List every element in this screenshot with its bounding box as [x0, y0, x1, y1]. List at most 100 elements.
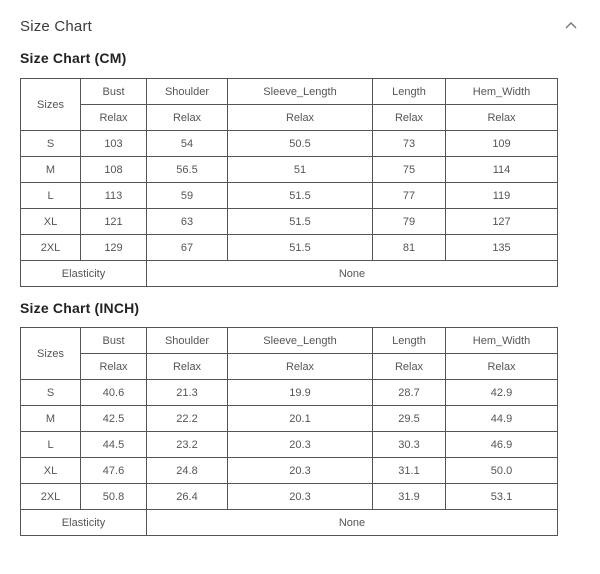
subheader-cell: Relax	[227, 353, 373, 380]
size-label-cell: XL	[20, 208, 81, 235]
size-label-cell: S	[20, 379, 81, 406]
value-cell: 121	[80, 208, 147, 235]
value-cell: 40.6	[80, 379, 147, 406]
table-subheader-row: Relax Relax Relax Relax Relax	[21, 104, 558, 131]
value-cell: 75	[372, 156, 446, 183]
size-label-cell: M	[20, 156, 81, 183]
size-label-cell: M	[20, 405, 81, 432]
value-cell: 28.7	[372, 379, 446, 406]
value-cell: 26.4	[146, 483, 228, 510]
value-cell: 20.3	[227, 483, 373, 510]
value-cell: 23.2	[146, 431, 228, 458]
size-table-cm: Sizes Bust Shoulder Sleeve_Length Length…	[20, 78, 558, 287]
value-cell: 108	[80, 156, 147, 183]
value-cell: 73	[372, 130, 446, 157]
column-header-cell: Hem_Width	[445, 78, 558, 105]
value-cell: 67	[146, 234, 228, 261]
value-cell: 42.9	[445, 379, 558, 406]
value-cell: 109	[445, 130, 558, 157]
cm-section-heading: Size Chart (CM)	[20, 50, 127, 66]
column-header-cell: Sleeve_Length	[227, 78, 373, 105]
value-cell: 119	[445, 182, 558, 209]
column-header-cell: Shoulder	[146, 78, 228, 105]
table-row: L 44.5 23.2 20.3 30.3 46.9	[20, 431, 558, 458]
column-header-cell: Shoulder	[146, 327, 228, 354]
value-cell: 114	[445, 156, 558, 183]
subheader-cell: Relax	[372, 353, 446, 380]
table-row: S 103 54 50.5 73 109	[20, 130, 558, 157]
value-cell: 77	[372, 182, 446, 209]
value-cell: 24.8	[146, 457, 228, 484]
subheader-cell: Relax	[445, 353, 558, 380]
column-header-cell: Bust	[80, 78, 147, 105]
elasticity-value-cell: None	[146, 509, 558, 536]
table-row: M 42.5 22.2 20.1 29.5 44.9	[20, 405, 558, 432]
corner-header-cell: Sizes	[20, 327, 81, 380]
table-footer-row: Elasticity None	[20, 260, 558, 287]
value-cell: 79	[372, 208, 446, 235]
table-row: M 108 56.5 51 75 114	[20, 156, 558, 183]
value-cell: 29.5	[372, 405, 446, 432]
table-row: L 113 59 51.5 77 119	[20, 182, 558, 209]
table-row: 2XL 129 67 51.5 81 135	[20, 234, 558, 261]
chevron-up-icon[interactable]	[562, 17, 580, 35]
value-cell: 20.3	[227, 431, 373, 458]
subheader-cell: Relax	[372, 104, 446, 131]
value-cell: 53.1	[445, 483, 558, 510]
table-row: XL 121 63 51.5 79 127	[20, 208, 558, 235]
value-cell: 30.3	[372, 431, 446, 458]
elasticity-label-cell: Elasticity	[20, 260, 147, 287]
value-cell: 21.3	[146, 379, 228, 406]
column-header-cell: Sleeve_Length	[227, 327, 373, 354]
elasticity-label-cell: Elasticity	[20, 509, 147, 536]
table-header-row: Sizes Bust Shoulder Sleeve_Length Length…	[20, 327, 558, 380]
inch-section-heading: Size Chart (INCH)	[20, 300, 140, 316]
value-cell: 19.9	[227, 379, 373, 406]
value-cell: 31.1	[372, 457, 446, 484]
value-cell: 20.3	[227, 457, 373, 484]
value-cell: 59	[146, 182, 228, 209]
size-label-cell: 2XL	[20, 483, 81, 510]
column-header-cell: Hem_Width	[445, 327, 558, 354]
size-label-cell: S	[20, 130, 81, 157]
size-table-inch: Sizes Bust Shoulder Sleeve_Length Length…	[20, 327, 558, 536]
value-cell: 127	[445, 208, 558, 235]
value-cell: 51	[227, 156, 373, 183]
value-cell: 103	[80, 130, 147, 157]
subheader-cell: Relax	[227, 104, 373, 131]
value-cell: 47.6	[80, 457, 147, 484]
subheader-cell: Relax	[146, 104, 228, 131]
corner-header-cell: Sizes	[20, 78, 81, 131]
value-cell: 51.5	[227, 234, 373, 261]
value-cell: 54	[146, 130, 228, 157]
value-cell: 44.5	[80, 431, 147, 458]
value-cell: 113	[80, 182, 147, 209]
value-cell: 50.5	[227, 130, 373, 157]
value-cell: 129	[80, 234, 147, 261]
elasticity-value-cell: None	[146, 260, 558, 287]
table-row: 2XL 50.8 26.4 20.3 31.9 53.1	[20, 483, 558, 510]
value-cell: 50.0	[445, 457, 558, 484]
size-label-cell: L	[20, 431, 81, 458]
value-cell: 81	[372, 234, 446, 261]
table-row: XL 47.6 24.8 20.3 31.1 50.0	[20, 457, 558, 484]
value-cell: 46.9	[445, 431, 558, 458]
size-chart-section: Size Chart Size Chart (CM) Sizes Bust Sh…	[20, 12, 580, 536]
value-cell: 44.9	[445, 405, 558, 432]
size-label-cell: L	[20, 182, 81, 209]
value-cell: 31.9	[372, 483, 446, 510]
table-footer-row: Elasticity None	[20, 509, 558, 536]
value-cell: 51.5	[227, 182, 373, 209]
value-cell: 20.1	[227, 405, 373, 432]
column-header-cell: Length	[372, 327, 446, 354]
subheader-cell: Relax	[445, 104, 558, 131]
table-subheader-row: Relax Relax Relax Relax Relax	[21, 353, 558, 380]
subheader-cell: Relax	[80, 353, 147, 380]
value-cell: 56.5	[146, 156, 228, 183]
value-cell: 22.2	[146, 405, 228, 432]
subheader-cell: Relax	[80, 104, 147, 131]
value-cell: 135	[445, 234, 558, 261]
size-chart-collapsible-header[interactable]: Size Chart	[20, 12, 580, 40]
value-cell: 51.5	[227, 208, 373, 235]
page-title: Size Chart	[20, 17, 93, 35]
